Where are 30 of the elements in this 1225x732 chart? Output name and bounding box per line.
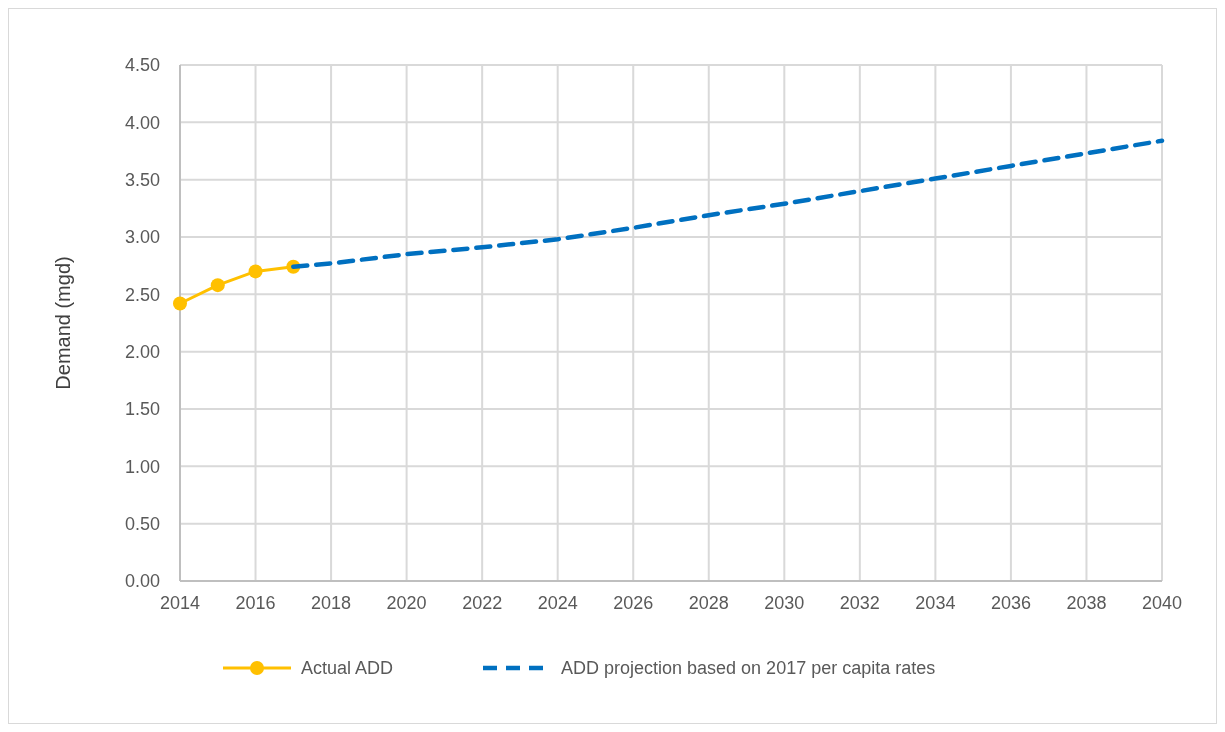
y-tick-label: 1.00 xyxy=(124,456,160,477)
legend-label: ADD projection based on 2017 per capita rates xyxy=(561,658,936,679)
y-tick-label: 1.50 xyxy=(124,399,160,420)
y-tick-label: 3.00 xyxy=(124,227,160,248)
legend-label: Actual ADD xyxy=(301,658,394,679)
y-tick-label: 0.50 xyxy=(124,513,160,534)
y-tick-label: 0.00 xyxy=(124,571,160,592)
y-tick-label: 4.50 xyxy=(124,55,160,76)
y-tick-label: 2.50 xyxy=(124,284,160,305)
x-tick-label: 2016 xyxy=(235,593,276,613)
x-tick-label: 2038 xyxy=(1066,593,1107,613)
y-axis-title: Demand (mgd) xyxy=(52,256,74,390)
x-tick-label: 2032 xyxy=(839,593,880,613)
point xyxy=(210,278,225,293)
y-tick-label: 3.50 xyxy=(124,169,160,190)
x-tick-label: 2034 xyxy=(915,593,956,613)
x-tick-label: 2040 xyxy=(1141,593,1183,613)
point xyxy=(173,296,187,311)
x-tick-label: 2020 xyxy=(386,593,427,613)
x-tick-label: 2030 xyxy=(764,593,805,613)
y-tick-label: 2.00 xyxy=(124,341,160,362)
x-tick-label: 2018 xyxy=(311,593,352,613)
x-tick-label: 2036 xyxy=(990,593,1031,613)
x-tick-label: 2026 xyxy=(613,593,654,613)
x-tick-label: 2028 xyxy=(688,593,729,613)
y-tick-label: 4.00 xyxy=(124,112,160,133)
point xyxy=(248,264,263,279)
x-tick-label: 2014 xyxy=(159,593,201,613)
x-tick-label: 2024 xyxy=(537,593,578,613)
x-tick-label: 2022 xyxy=(462,593,503,613)
